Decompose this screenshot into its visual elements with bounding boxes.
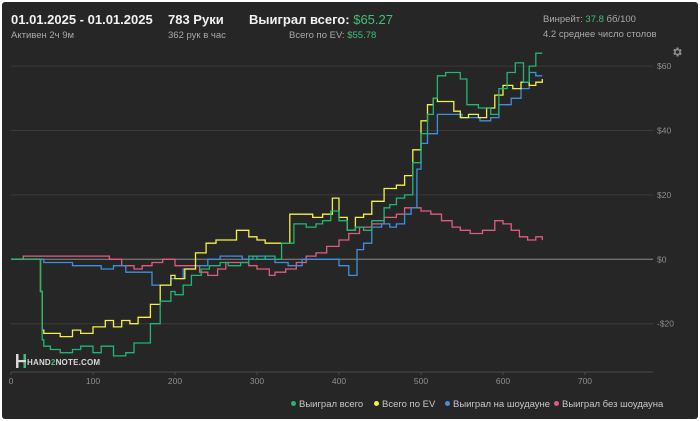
- tables-average: 4.2 среднее число столов: [543, 29, 657, 40]
- x-tick-label: 300: [250, 376, 264, 386]
- y-tick-label: $40: [657, 126, 671, 136]
- x-tick-label: 0: [9, 376, 14, 386]
- x-tick-label: 400: [332, 376, 346, 386]
- legend-dot-icon: [374, 401, 379, 406]
- series-line-won-no-showdown: [11, 207, 543, 277]
- hands-count: 783 Руки: [168, 12, 224, 27]
- winrate-value: 37.8: [585, 14, 604, 25]
- hands-per-hour: 362 рук в час: [168, 30, 226, 41]
- legend-dot-icon: [554, 401, 559, 406]
- won-total-stat: Выиграл всего: $65.27: [249, 12, 393, 27]
- settings-gear-icon[interactable]: [671, 46, 683, 58]
- x-tick-label: 700: [578, 376, 592, 386]
- legend-won-no-showdown[interactable]: Выиграл без шоудауна: [554, 399, 663, 410]
- won-total-value: $65.27: [353, 12, 393, 27]
- legend-ev-total[interactable]: Всего по EV: [374, 399, 435, 410]
- y-tick-label: -$20: [657, 319, 674, 329]
- legend-won-showdown[interactable]: Выиграл на шоудауне: [445, 399, 550, 410]
- x-tick-label: 200: [168, 376, 182, 386]
- legend-won-total[interactable]: Выиграл всего: [291, 399, 363, 410]
- hand2note-logo-icon: [16, 354, 26, 368]
- x-tick-label: 100: [86, 376, 100, 386]
- active-duration: Активен 2ч 9м: [11, 30, 75, 41]
- ev-total-value: $55.78: [347, 30, 377, 41]
- winrate-stat: Винрейт: 37.8 бб/100: [543, 14, 636, 25]
- won-total-label: Выиграл всего:: [249, 12, 350, 27]
- legend-dot-icon: [445, 401, 450, 406]
- winrate-label: Винрейт:: [543, 14, 583, 25]
- x-tick-label: 500: [414, 376, 428, 386]
- y-tick-label: $60: [657, 61, 671, 71]
- y-tick-label: $0: [657, 254, 667, 264]
- series-line-ev-total: [11, 79, 543, 338]
- ev-total-stat: Всего по EV: $55.78: [289, 30, 376, 41]
- date-range[interactable]: 01.01.2025 - 01.01.2025: [11, 12, 153, 27]
- y-tick-label: $20: [657, 190, 671, 200]
- ev-total-label: Всего по EV:: [289, 30, 345, 41]
- series-line-won-total: [11, 52, 543, 357]
- hand2note-logo-text: HAND2NOTE.COM: [27, 358, 101, 367]
- x-tick-label: 600: [496, 376, 510, 386]
- legend-dot-icon: [291, 401, 296, 406]
- winrate-suffix: бб/100: [606, 14, 636, 25]
- series-line-won-showdown: [11, 71, 543, 286]
